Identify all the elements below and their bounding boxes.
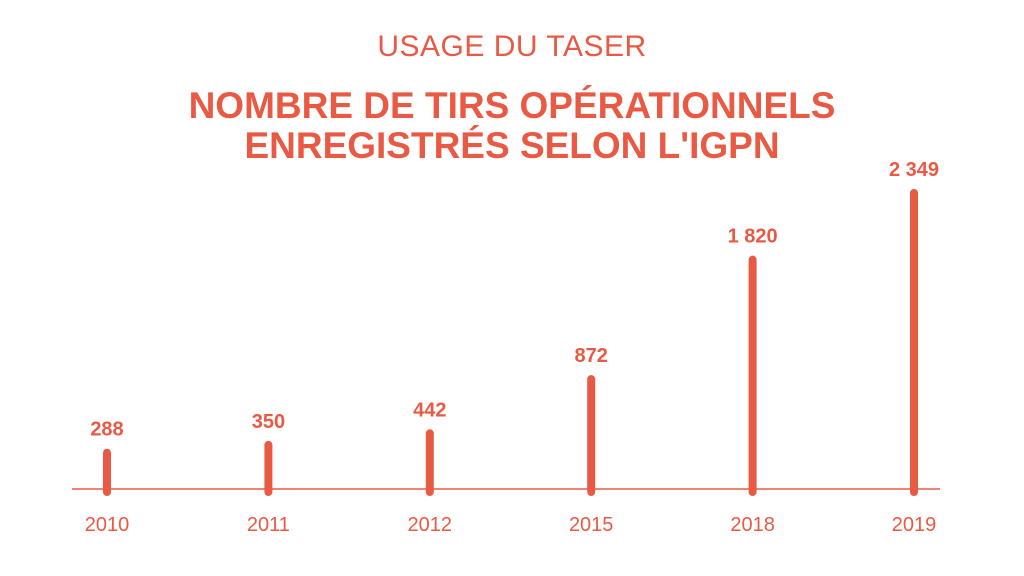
value-label-2011: 350: [252, 411, 285, 433]
x-tick-label-2019: 2019: [892, 514, 937, 536]
x-tick-label-2011: 2011: [247, 514, 290, 536]
chart-title-line-1: NOMBRE DE TIRS OPÉRATIONNELS: [188, 85, 836, 126]
chart-title-line-2: ENREGISTRÉS SELON L'IGPN: [244, 125, 780, 166]
x-tick-label-2015: 2015: [569, 514, 614, 536]
value-label-2019: 2 349: [889, 159, 939, 181]
chart-title: NOMBRE DE TIRS OPÉRATIONNELS ENREGISTRÉS…: [0, 86, 1024, 166]
x-tick-label-2012: 2012: [408, 514, 453, 536]
value-label-2015: 872: [575, 345, 608, 367]
x-tick-label-2010: 2010: [85, 514, 130, 536]
value-label-2010: 288: [90, 419, 123, 441]
chart-subtitle: USAGE DU TASER: [377, 30, 647, 63]
x-tick-label-2018: 2018: [730, 514, 775, 536]
value-label-2012: 442: [413, 399, 446, 421]
value-label-2018: 1 820: [728, 226, 778, 248]
